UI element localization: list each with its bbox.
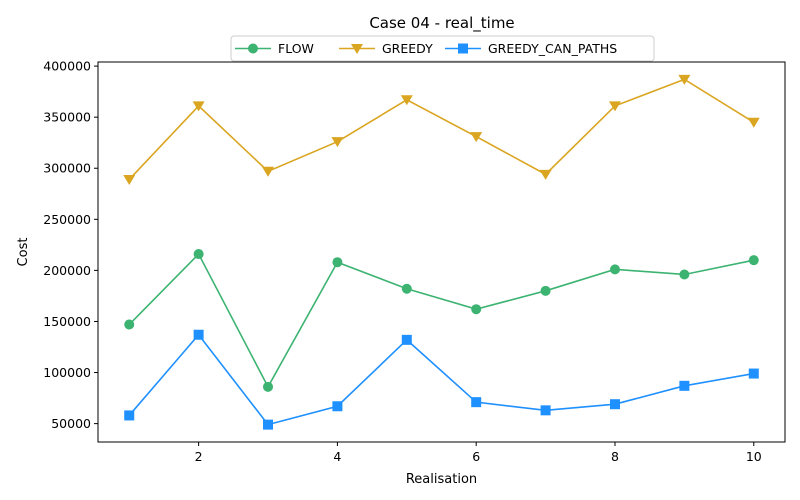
- greedy-point: [262, 166, 275, 177]
- greedy-point: [331, 137, 344, 148]
- legend-marker: [458, 43, 468, 54]
- legend-item-greedy: GREEDY: [339, 41, 433, 56]
- y-tick-label: 250000: [43, 212, 91, 227]
- flow-point: [263, 381, 274, 392]
- greedy-point: [400, 95, 413, 106]
- y-tick-label: 300000: [43, 161, 91, 176]
- legend-label: GREEDY: [382, 41, 433, 56]
- plot-frame: [97, 61, 786, 443]
- greedy-can-paths-line: [128, 333, 754, 426]
- greedy-can-paths-point: [679, 380, 690, 391]
- greedy-can-paths-point: [193, 329, 204, 340]
- greedy-point: [747, 117, 760, 128]
- series-flow: [124, 249, 759, 392]
- legend-label: FLOW: [278, 41, 314, 56]
- y-tick-label: 100000: [43, 365, 91, 380]
- x-axis-label: Realisation: [406, 472, 477, 487]
- greedy-can-paths-point: [540, 405, 551, 416]
- greedy-point: [123, 174, 136, 185]
- legend-label: GREEDY_CAN_PATHS: [488, 41, 617, 56]
- y-tick-label: 350000: [43, 110, 91, 125]
- greedy-line: [128, 78, 755, 181]
- greedy-point: [470, 132, 483, 143]
- legend-item-flow: FLOW: [235, 41, 314, 56]
- x-tick-label: 4: [333, 449, 341, 464]
- flow-point: [609, 264, 620, 275]
- y-tick-label: 50000: [51, 416, 91, 431]
- x-tick-label: 6: [472, 449, 480, 464]
- flow-point: [124, 319, 135, 330]
- flow-point: [748, 255, 759, 266]
- greedy-can-paths-point: [748, 368, 759, 379]
- axes: 2 4 6 8 10 50000 100000 150000 200000 250000 30000…: [43, 59, 761, 464]
- x-tick-label: 2: [195, 449, 203, 464]
- greedy-point: [608, 101, 621, 112]
- flow-line: [128, 252, 754, 389]
- legend-item-greedy-can-paths: GREEDY_CAN_PATHS: [445, 41, 617, 56]
- greedy-can-paths-point: [471, 397, 482, 408]
- flow-point: [193, 249, 204, 260]
- legend-box: [230, 35, 655, 62]
- greedy-can-paths-point: [332, 401, 343, 412]
- flow-point: [471, 304, 482, 315]
- legend: FLOW GREEDY GREEDY_CAN_PATHS: [230, 35, 655, 62]
- greedy-point: [192, 101, 205, 112]
- greedy-can-paths-point: [609, 399, 620, 410]
- greedy-can-paths-point: [263, 419, 274, 430]
- flow-point: [679, 269, 690, 280]
- flow-point: [332, 257, 343, 268]
- greedy-can-paths-point: [401, 334, 412, 345]
- series-greedy: [123, 74, 760, 185]
- plot-area: [123, 74, 760, 430]
- legend-marker: [351, 44, 363, 54]
- legend-marker: [248, 43, 258, 54]
- y-tick-label: 400000: [43, 59, 91, 74]
- series-greedy-can-paths: [124, 329, 759, 430]
- x-tick-label: 8: [611, 449, 619, 464]
- x-tick-label: 10: [746, 449, 762, 464]
- y-axis-label: Cost: [16, 238, 31, 267]
- flow-point: [540, 285, 551, 296]
- greedy-point: [678, 74, 691, 85]
- y-tick-label: 200000: [43, 263, 91, 278]
- greedy-can-paths-point: [124, 410, 135, 421]
- flow-point: [401, 283, 412, 294]
- greedy-point: [539, 169, 552, 180]
- chart-title: Case 04 - real_time: [369, 14, 514, 33]
- y-tick-label: 150000: [43, 314, 91, 329]
